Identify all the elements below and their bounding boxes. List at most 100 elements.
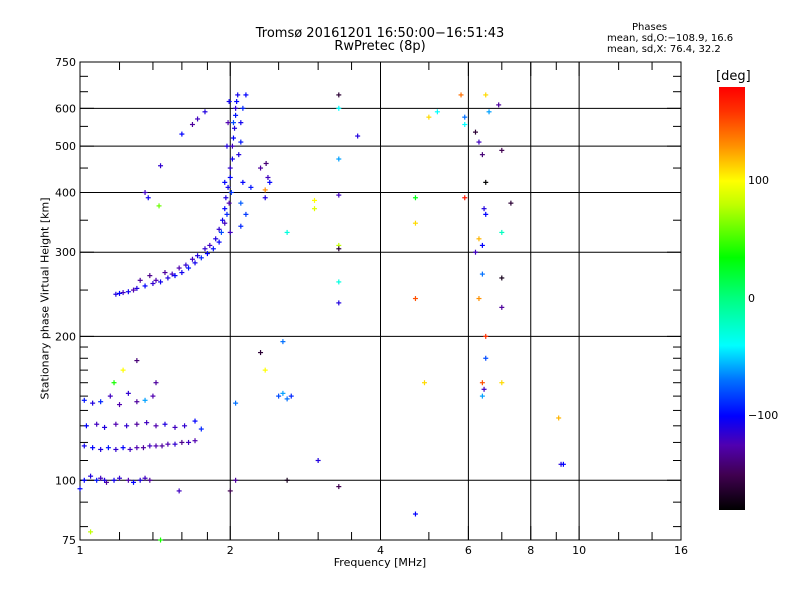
data-point bbox=[483, 92, 489, 98]
data-point bbox=[198, 255, 204, 261]
data-point bbox=[111, 477, 117, 483]
data-point bbox=[230, 120, 236, 126]
x-tick-label: 10 bbox=[572, 544, 586, 557]
data-point bbox=[125, 477, 131, 483]
data-point bbox=[81, 477, 87, 483]
data-point bbox=[216, 226, 222, 232]
data-point bbox=[233, 477, 239, 483]
data-point bbox=[238, 223, 244, 229]
data-point bbox=[195, 253, 201, 259]
data-point bbox=[120, 445, 126, 451]
data-point bbox=[94, 477, 100, 483]
data-point bbox=[223, 195, 229, 201]
data-point bbox=[230, 135, 236, 141]
data-point bbox=[476, 296, 482, 302]
plot-frame bbox=[79, 61, 682, 541]
data-point bbox=[131, 287, 137, 293]
data-point bbox=[238, 200, 244, 206]
data-point bbox=[233, 400, 239, 406]
data-point bbox=[336, 484, 342, 490]
data-point bbox=[213, 236, 219, 242]
data-point bbox=[479, 152, 485, 158]
data-point bbox=[81, 443, 87, 449]
data-point bbox=[472, 249, 478, 255]
data-point bbox=[113, 291, 119, 297]
data-point bbox=[412, 195, 418, 201]
data-point bbox=[220, 217, 226, 223]
data-point bbox=[472, 129, 478, 135]
data-point bbox=[90, 445, 96, 451]
data-point bbox=[226, 200, 232, 206]
data-point bbox=[311, 206, 317, 212]
colorbar-label: [deg] bbox=[716, 69, 751, 84]
data-point bbox=[222, 179, 228, 185]
data-point bbox=[142, 397, 148, 403]
data-point bbox=[131, 479, 137, 485]
chart-subtitle: RwPretec (8p) bbox=[334, 39, 426, 54]
data-point bbox=[98, 446, 104, 452]
data-point bbox=[499, 229, 505, 235]
data-point bbox=[336, 105, 342, 111]
data-point bbox=[165, 275, 171, 281]
x-tick-label: 6 bbox=[465, 544, 472, 557]
data-point bbox=[176, 265, 182, 271]
y-tick-label: 100 bbox=[55, 474, 76, 487]
data-point bbox=[355, 133, 361, 139]
data-point bbox=[134, 285, 140, 291]
data-point bbox=[479, 393, 485, 399]
data-point bbox=[224, 143, 230, 149]
data-point bbox=[336, 92, 342, 98]
data-point bbox=[265, 174, 271, 180]
data-point bbox=[240, 105, 246, 111]
data-point bbox=[486, 109, 492, 115]
data-point bbox=[144, 420, 150, 426]
data-point bbox=[258, 165, 264, 171]
data-point bbox=[134, 358, 140, 364]
data-point bbox=[88, 529, 94, 535]
data-point bbox=[483, 355, 489, 361]
data-point bbox=[124, 423, 130, 429]
data-point bbox=[165, 441, 171, 447]
data-point bbox=[159, 443, 165, 449]
data-point bbox=[243, 92, 249, 98]
colorbar-tick-label: 100 bbox=[748, 174, 769, 187]
data-point bbox=[113, 421, 119, 427]
data-point bbox=[224, 211, 230, 217]
data-point bbox=[127, 446, 133, 452]
data-point bbox=[172, 273, 178, 279]
data-point bbox=[186, 265, 192, 271]
data-point bbox=[142, 283, 148, 289]
y-tick-label: 400 bbox=[55, 186, 76, 199]
data-point bbox=[192, 418, 198, 424]
data-point bbox=[189, 256, 195, 262]
data-point bbox=[421, 380, 427, 386]
data-point bbox=[147, 443, 153, 449]
data-point bbox=[280, 390, 286, 396]
data-point bbox=[227, 229, 233, 235]
data-point bbox=[225, 184, 231, 190]
data-point bbox=[225, 120, 231, 126]
data-point bbox=[107, 393, 113, 399]
data-point bbox=[336, 192, 342, 198]
data-point bbox=[216, 239, 222, 245]
data-point bbox=[210, 246, 216, 252]
data-point bbox=[113, 446, 119, 452]
x-tick-label: 16 bbox=[674, 544, 688, 557]
data-point bbox=[145, 195, 151, 201]
data-point bbox=[218, 229, 224, 235]
data-point bbox=[284, 396, 290, 402]
data-point bbox=[153, 423, 159, 429]
phases-o-stats: mean, sd,O:−108.9, 16.6 bbox=[607, 33, 734, 44]
data-point bbox=[479, 380, 485, 386]
x-tick-label: 2 bbox=[227, 544, 234, 557]
data-point bbox=[248, 184, 254, 190]
data-point bbox=[479, 271, 485, 277]
data-point bbox=[228, 189, 234, 195]
data-point bbox=[111, 380, 117, 386]
data-point bbox=[499, 380, 505, 386]
data-point bbox=[233, 105, 239, 111]
colorbar-tick-label: −100 bbox=[748, 409, 779, 422]
data-point bbox=[227, 488, 233, 494]
data-point bbox=[288, 393, 294, 399]
